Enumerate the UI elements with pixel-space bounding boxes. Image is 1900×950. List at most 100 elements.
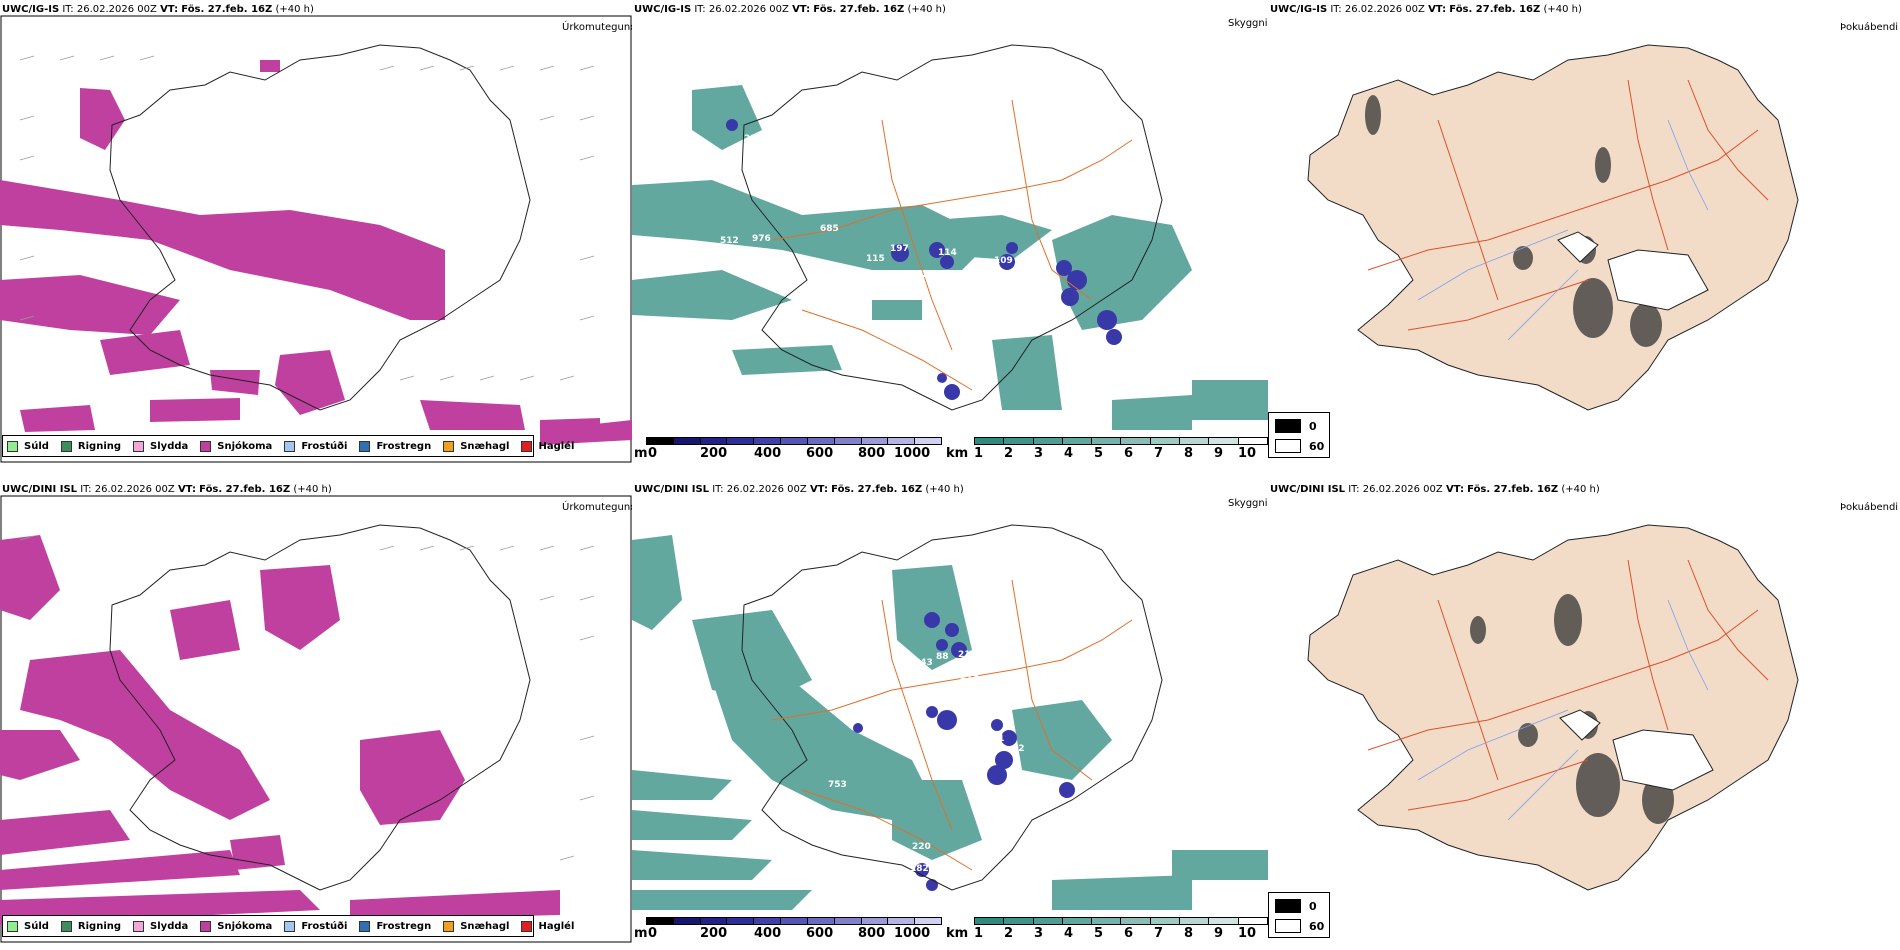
panel-title-row1: UWC/IG-IS IT: 26.02.2026 00Z VT: Fös. 27… <box>2 4 314 15</box>
legend-swatch <box>443 440 455 452</box>
fog-swatch-high <box>1275 919 1301 933</box>
legend-item-rigning: Rigning <box>60 920 121 932</box>
legend-swatch <box>521 440 533 452</box>
legend-item-sudl: Súld <box>7 440 49 452</box>
ceiling-tick: 400 <box>754 926 782 941</box>
ceiling-tick: 0 <box>648 926 658 941</box>
cloud-label: 115 <box>866 254 885 264</box>
fog-legend-row1: 0 60 <box>1268 412 1330 458</box>
legend-item-snaehagl: Snæhagl <box>443 440 509 452</box>
visibility-scale-row2: km 1 2 3 4 5 6 7 8 9 10 <box>940 916 1268 942</box>
visibility-tick: 5 <box>1094 926 1104 941</box>
fog-swatch-low <box>1275 419 1301 433</box>
cloud-label: 116 <box>930 860 949 870</box>
ceiling-scale-row2: m 0 200 400 600 800 1000 <box>632 916 942 942</box>
fog-swatch-low <box>1275 899 1301 913</box>
cloud-label: 142 <box>1000 284 1019 294</box>
precip-map-row2 <box>0 495 632 943</box>
visibility-tick: 10 <box>1238 926 1257 941</box>
cloud-label: 160 <box>1060 332 1079 342</box>
legend-swatch <box>200 440 212 452</box>
cloud-map-row1 <box>632 44 1268 430</box>
cloud-panel-label: Skyggni <box>1228 498 1268 509</box>
cloud-label: 753 <box>828 780 847 790</box>
legend-item-snaehagl: Snæhagl <box>443 920 509 932</box>
cloud-label: 88 <box>936 652 949 662</box>
legend-item-rigning: Rigning <box>60 440 121 452</box>
cloud-label: 95 <box>930 382 943 392</box>
visibility-scale-row1: km 1 2 3 4 5 6 7 8 9 10 <box>940 436 1268 462</box>
fog-panel-label: Þokuábendi <box>1840 502 1899 513</box>
fog-legend-row2: 0 60 <box>1268 892 1330 938</box>
ceiling-tick: 600 <box>806 446 834 461</box>
ceiling-tick: 0 <box>648 446 658 461</box>
ceiling-tick: 200 <box>700 926 728 941</box>
visibility-tick: 2 <box>1004 926 1014 941</box>
visibility-tick: 5 <box>1094 446 1104 461</box>
legend-item-frostudi: Frostúði <box>284 920 347 932</box>
ceiling-tick: 800 <box>858 926 886 941</box>
visibility-tick: 6 <box>1124 926 1134 941</box>
visibility-tick: 2 <box>1004 446 1014 461</box>
precip-panel-label: Úrkomutegund <box>562 22 632 33</box>
cloud-label: 195 <box>998 786 1017 796</box>
visibility-tick: 7 <box>1154 446 1164 461</box>
visibility-unit: km <box>946 446 969 461</box>
legend-item-sudl: Súld <box>7 920 49 932</box>
ceiling-tick: 800 <box>858 446 886 461</box>
visibility-tick: 1 <box>974 446 984 461</box>
panel-title-row1-fog: UWC/IG-IS IT: 26.02.2026 00Z VT: Fös. 27… <box>1270 4 1582 15</box>
legend-swatch <box>133 440 145 452</box>
ceiling-tick: 400 <box>754 446 782 461</box>
legend-item-slydda: Slydda <box>133 440 188 452</box>
fog-map-row1 <box>1307 44 1799 411</box>
visibility-tick: 9 <box>1214 446 1224 461</box>
legend-swatch <box>60 440 72 452</box>
ceiling-scale-bar <box>646 437 942 445</box>
precip-panel-row2: UWC/DINI ISL IT: 26.02.2026 00Z VT: Fös.… <box>0 480 632 945</box>
visibility-tick: 10 <box>1238 446 1257 461</box>
cloud-label: 543 <box>914 658 933 668</box>
precip-panel-label: Úrkomutegund <box>562 502 632 513</box>
visibility-tick: 7 <box>1154 926 1164 941</box>
precip-map-row1 <box>0 15 632 463</box>
ceiling-tick: 200 <box>700 446 728 461</box>
ceiling-scale-row1: m 0 200 400 600 800 1000 <box>632 436 942 462</box>
cloud-label: 195 <box>1010 268 1029 278</box>
panel-title-row2-fog: UWC/DINI ISL IT: 26.02.2026 00Z VT: Fös.… <box>1270 484 1600 495</box>
fog-panel-label: Þokuábendi <box>1840 22 1899 33</box>
cloud-label: 229 <box>744 134 763 144</box>
cloud-label: 685 <box>820 224 839 234</box>
fog-panel-row2: UWC/DINI ISL IT: 26.02.2026 00Z VT: Fös.… <box>1268 480 1900 945</box>
cloud-panel-row2: UWC/DINI ISL IT: 26.02.2026 00Z VT: Fös.… <box>632 480 1268 945</box>
ceiling-unit: m <box>634 446 648 461</box>
ceiling-tick: 1000 <box>894 446 931 461</box>
visibility-tick: 9 <box>1214 926 1224 941</box>
panel-title-row2-cloud: UWC/DINI ISL IT: 26.02.2026 00Z VT: Fös.… <box>634 484 964 495</box>
precip-legend-row1: Súld Rigning Slydda Snjókoma Frostúði Fr… <box>2 435 574 457</box>
ceiling-tick: 1000 <box>894 926 931 941</box>
ceiling-tick: 600 <box>806 926 834 941</box>
legend-item-frostregn: Frostregn <box>359 920 431 932</box>
visibility-scale-bar <box>974 917 1268 925</box>
legend-item-frostudi: Frostúði <box>284 440 347 452</box>
panel-title-row2: UWC/DINI ISL IT: 26.02.2026 00Z VT: Fös.… <box>2 484 332 495</box>
ceiling-unit: m <box>634 926 648 941</box>
legend-swatch <box>7 440 18 452</box>
cloud-map-row2 <box>632 524 1268 910</box>
visibility-tick: 3 <box>1034 446 1044 461</box>
cloud-label: 512 <box>720 236 739 246</box>
cloud-label: 976 <box>752 234 771 244</box>
legend-item-slydda: Slydda <box>133 920 188 932</box>
precip-legend-row2: Súld Rigning Slydda Snjókoma Frostúði Fr… <box>2 915 574 937</box>
legend-swatch <box>521 920 533 932</box>
visibility-tick: 8 <box>1184 446 1194 461</box>
legend-swatch <box>359 440 371 452</box>
fog-swatch-high <box>1275 439 1301 453</box>
visibility-scale-bar <box>974 437 1268 445</box>
legend-swatch <box>7 920 18 932</box>
precip-panel-row1: UWC/IG-IS IT: 26.02.2026 00Z VT: Fös. 27… <box>0 0 632 465</box>
cloud-label: 153 <box>1012 306 1031 316</box>
visibility-tick: 8 <box>1184 926 1194 941</box>
cloud-panel-row1: UWC/IG-IS IT: 26.02.2026 00Z VT: Fös. 27… <box>632 0 1268 465</box>
